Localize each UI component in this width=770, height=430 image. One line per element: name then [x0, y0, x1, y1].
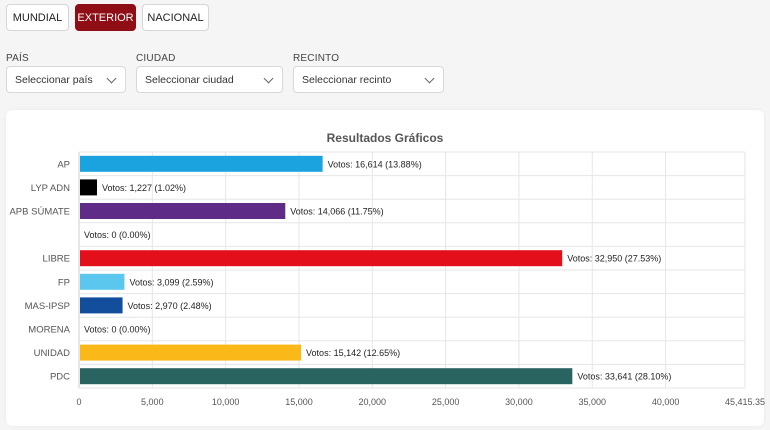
x-tick-label: 10,000: [212, 397, 240, 407]
x-tick-label: 35,000: [578, 397, 606, 407]
category-label: FP: [58, 277, 70, 288]
category-label: LYP ADN: [31, 183, 70, 194]
bar: [80, 203, 286, 219]
city-filter-label: CIUDAD: [136, 53, 176, 64]
x-tick-label: 25,000: [432, 397, 460, 407]
bar: [80, 273, 125, 290]
x-tick-label: 20,000: [359, 397, 387, 407]
bar: [80, 155, 323, 172]
data-label: Votos: 0 (0.00%): [84, 230, 151, 240]
category-label: MAS-IPSP: [25, 301, 70, 312]
x-tick-label: 5,000: [141, 397, 164, 407]
x-tick-label: 15,000: [285, 397, 313, 407]
data-label: Votos: 32,950 (27.53%): [567, 254, 661, 264]
data-label: Votos: 14,066 (11.75%): [290, 207, 383, 217]
category-label: AP: [57, 159, 70, 170]
x-tick-label: 30,000: [505, 397, 533, 407]
bar: [80, 344, 302, 361]
data-label: Votos: 16,614 (13.88%): [328, 159, 422, 169]
bar: [80, 368, 573, 385]
category-label: LIBRE: [43, 254, 70, 265]
x-tick-label: 0: [76, 397, 81, 407]
data-label: Votos: 0 (0.00%): [84, 325, 151, 335]
country-select-placeholder: Seleccionar país: [15, 73, 93, 86]
data-label: Votos: 15,142 (12.65%): [306, 348, 400, 358]
x-tick-label: 45,415.35: [725, 397, 765, 407]
scope-tabs: MUNDIAL EXTERIOR NACIONAL: [6, 4, 209, 31]
bar: [80, 250, 563, 267]
city-select[interactable]: Seleccionar ciudad: [136, 66, 283, 93]
country-select[interactable]: Seleccionar país: [6, 66, 126, 93]
category-label: APB SÚMATE: [9, 207, 70, 218]
data-label: Votos: 2,970 (2.48%): [128, 301, 212, 311]
country-filter-label: PAÍS: [6, 53, 29, 64]
category-label: MORENA: [28, 325, 70, 336]
category-label: PDC: [50, 372, 70, 383]
x-tick-label: 40,000: [652, 397, 680, 407]
venue-select-placeholder: Seleccionar recinto: [302, 73, 392, 86]
tab-nacional[interactable]: NACIONAL: [142, 4, 209, 31]
city-select-placeholder: Seleccionar ciudad: [145, 73, 234, 86]
data-label: Votos: 3,099 (2.59%): [129, 277, 213, 287]
chart-title: Resultados Gráficos: [326, 131, 444, 145]
data-label: Votos: 1,227 (1.02%): [102, 183, 186, 193]
category-label: UNIDAD: [34, 348, 71, 359]
bar: [80, 297, 123, 314]
venue-select[interactable]: Seleccionar recinto: [293, 66, 444, 93]
data-label: Votos: 33,641 (28.10%): [577, 372, 671, 382]
tab-exterior[interactable]: EXTERIOR: [75, 4, 136, 31]
bar: [80, 179, 97, 196]
tab-mundial[interactable]: MUNDIAL: [6, 4, 69, 31]
venue-filter-label: RECINTO: [293, 53, 340, 64]
